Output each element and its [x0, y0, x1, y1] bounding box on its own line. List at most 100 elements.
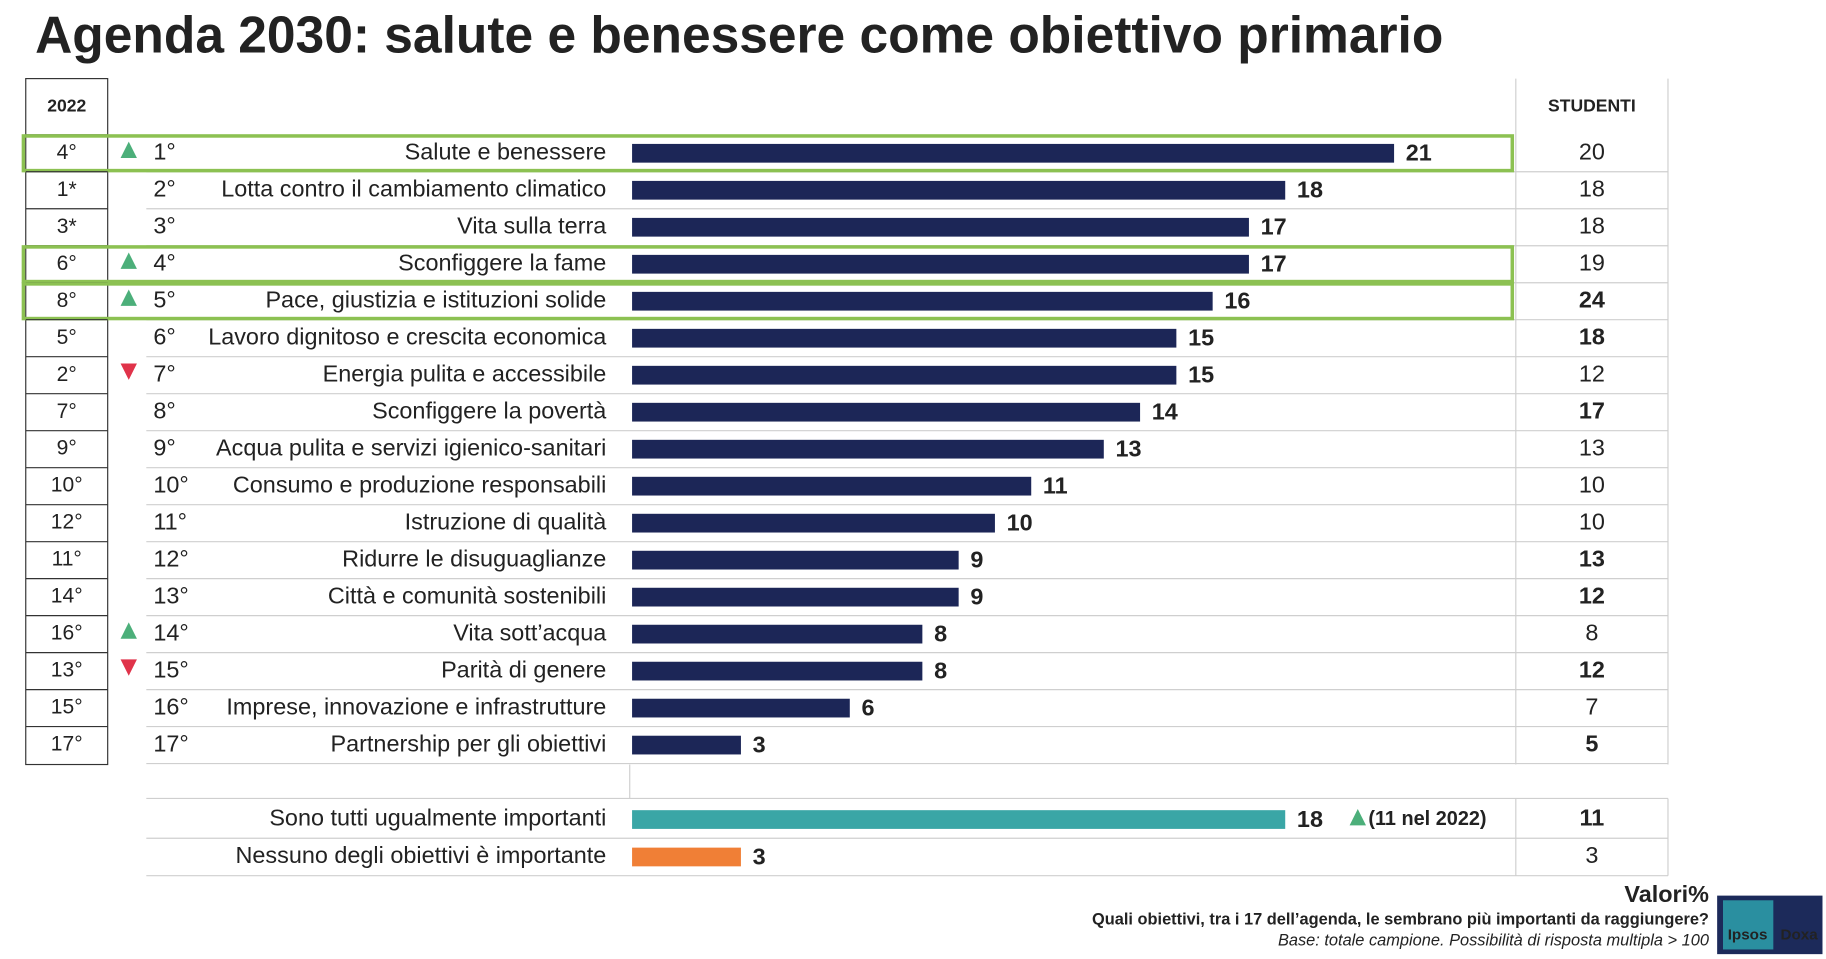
category-label: Ridurre le disuguaglianze: [342, 545, 606, 571]
unit-note: Valori%: [1624, 881, 1709, 907]
bar: [632, 365, 1177, 385]
rank: 5°: [153, 286, 175, 312]
bar: [632, 476, 1032, 496]
bar: [632, 291, 1213, 311]
trend-arrow: [120, 363, 137, 380]
category-label: Sconfiggere la povertà: [372, 397, 607, 423]
rank-2022: 5°: [57, 326, 77, 349]
category-label: Sconfiggere la fame: [398, 249, 606, 275]
students-value: 24: [1579, 286, 1605, 312]
bar: [632, 402, 1141, 422]
category-label: Energia pulita e accessibile: [323, 360, 607, 386]
value-label: 3: [753, 731, 766, 757]
base-note: Base: totale campione. Possibilità di ri…: [1278, 932, 1709, 950]
students-value: 7: [1585, 693, 1598, 719]
value-label: 21: [1406, 140, 1432, 166]
category-label: Istruzione di qualità: [405, 508, 608, 534]
category-label: Vita sott’acqua: [453, 619, 607, 645]
value-label: 15: [1188, 362, 1214, 388]
students-value: 13: [1579, 434, 1605, 460]
students-value: 19: [1579, 249, 1605, 275]
students-value: 18: [1579, 323, 1605, 349]
students-value: 10: [1579, 471, 1605, 497]
note: (11 nel 2022): [1368, 808, 1486, 830]
students-value: 13: [1579, 545, 1605, 571]
bar: [632, 587, 959, 607]
trend-arrow: [120, 622, 137, 639]
rank: 14°: [153, 619, 188, 645]
rank: 6°: [153, 323, 175, 349]
bar: [632, 810, 1286, 829]
value-label: 18: [1297, 806, 1323, 832]
value-label: 13: [1115, 436, 1141, 462]
rank: 13°: [153, 582, 188, 608]
rank: 7°: [153, 360, 175, 386]
rank-2022: 7°: [57, 400, 77, 423]
bar: [632, 661, 923, 681]
bar: [632, 698, 850, 718]
rank-2022: 16°: [51, 622, 83, 645]
value-label: 18: [1297, 177, 1323, 203]
value-label: 10: [1007, 510, 1033, 536]
header-students: STUDENTI: [1548, 95, 1636, 115]
trend-arrow: [1349, 808, 1366, 826]
bar: [632, 439, 1104, 459]
value-label: 17: [1261, 214, 1287, 240]
category-label: Lotta contro il cambiamento climatico: [221, 175, 606, 201]
bar: [632, 254, 1249, 274]
category-label: Parità di genere: [441, 656, 606, 682]
header-2022: 2022: [47, 95, 86, 115]
bar: [632, 217, 1249, 237]
category-label: Imprese, innovazione e infrastrutture: [226, 693, 606, 719]
category-label: Sono tutti ugualmente importanti: [269, 805, 606, 831]
students-value: 11: [1580, 805, 1605, 831]
students-value: 8: [1585, 619, 1598, 645]
rank: 10°: [153, 471, 188, 497]
value-label: 9: [970, 583, 983, 609]
students-value: 12: [1579, 582, 1605, 608]
bar: [632, 328, 1177, 348]
students-value: 20: [1579, 138, 1605, 164]
logo-mark: [1722, 900, 1774, 950]
students-value: 3: [1585, 842, 1598, 868]
highlight-box: [21, 245, 1515, 284]
rank: 4°: [153, 249, 175, 275]
students-value: 18: [1579, 212, 1605, 238]
rank-2022: 15°: [51, 696, 83, 719]
bar: [632, 513, 995, 533]
value-label: 14: [1152, 399, 1178, 425]
category-label: Acqua pulita e servizi igienico-sanitari: [216, 434, 606, 460]
highlight-box: [21, 134, 1515, 173]
rank: 2°: [153, 175, 175, 201]
students-value: 18: [1579, 175, 1605, 201]
rank-2022: 10°: [51, 474, 83, 497]
rank-2022: 1*: [57, 178, 77, 201]
category-label: Città e comunità sostenibili: [328, 582, 606, 608]
value-label: 11: [1043, 473, 1068, 499]
bar: [632, 180, 1286, 200]
rank: 12°: [153, 545, 188, 571]
trend-arrow: [120, 289, 137, 306]
bar: [632, 143, 1395, 163]
category-label: Pace, giustizia e istituzioni solide: [265, 286, 606, 312]
value-label: 15: [1188, 325, 1214, 351]
value-label: 9: [970, 547, 983, 573]
category-label: Nessuno degli obiettivi è importante: [236, 842, 607, 868]
rank: 17°: [153, 730, 188, 756]
rank: 8°: [153, 397, 175, 423]
bar: [632, 624, 923, 644]
rank-2022: 13°: [51, 659, 83, 682]
trend-arrow: [120, 141, 137, 158]
students-value: 5: [1585, 730, 1598, 756]
rank-2022: 9°: [57, 437, 77, 460]
rank: 15°: [153, 656, 188, 682]
category-label: Lavoro dignitoso e crescita economica: [208, 323, 607, 349]
rank-2022-box: [25, 78, 109, 766]
value-label: 3: [753, 843, 766, 869]
rank-2022: 17°: [51, 733, 83, 756]
rank-2022: 4°: [57, 141, 77, 164]
rank-2022: 11°: [52, 548, 82, 571]
bar: [632, 550, 959, 570]
rank-2022: 8°: [57, 289, 77, 312]
